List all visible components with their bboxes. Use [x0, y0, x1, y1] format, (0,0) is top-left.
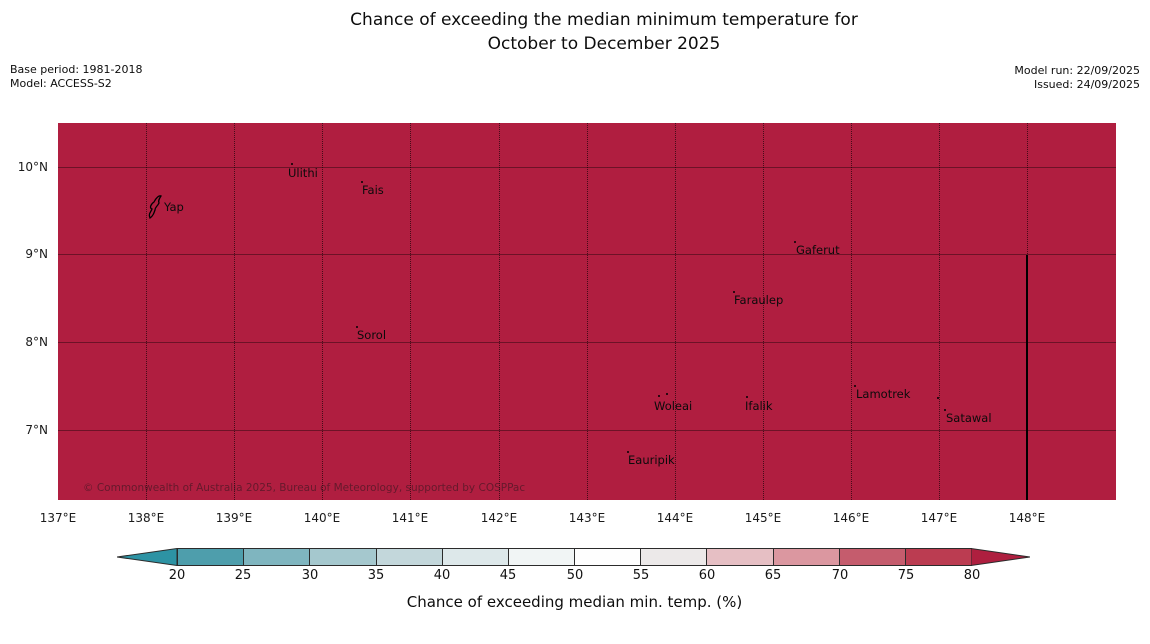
island-marker-dot	[937, 397, 939, 399]
place-label-ifalik: Ifalik	[745, 399, 773, 413]
x-axis-tick-label: 146°E	[832, 511, 870, 525]
island-marker-dot	[666, 393, 668, 395]
island-marker-dot	[627, 451, 629, 453]
x-axis-tick-label: 138°E	[127, 511, 165, 525]
longitude-gridline	[234, 123, 235, 500]
title-line-2: October to December 2025	[487, 34, 721, 54]
colorbar-segment-60	[707, 549, 774, 565]
place-label-gaferut: Gaferut	[796, 243, 840, 257]
place-label-fais: Fais	[362, 183, 384, 197]
x-axis-tick-label: 147°E	[920, 511, 958, 525]
x-axis-tick-label: 140°E	[303, 511, 341, 525]
model-text: Model: ACCESS-S2	[10, 77, 112, 90]
colorbar-label: Chance of exceeding median min. temp. (%…	[406, 593, 743, 611]
colorbar-segment-40	[442, 549, 509, 565]
place-label-yap: Yap	[164, 200, 184, 214]
colorbar-segment-20	[178, 549, 245, 565]
colorbar-tick-label: 60	[698, 568, 716, 583]
place-label-faraulep: Faraulep	[734, 293, 784, 307]
colorbar-segment-35	[376, 549, 443, 565]
x-axis-tick-label: 143°E	[568, 511, 606, 525]
x-axis-tick-label: 142°E	[480, 511, 518, 525]
island-marker-dot	[944, 409, 946, 411]
colorbar-tick-label: 20	[168, 568, 186, 583]
island-marker-dot	[746, 396, 748, 398]
y-axis-tick-label: 8°N	[25, 335, 48, 349]
colorbar-left-arrow	[117, 548, 177, 566]
colorbar-tick-label: 45	[499, 568, 517, 583]
island-marker-dot	[361, 181, 363, 183]
x-axis-tick-label: 145°E	[744, 511, 782, 525]
island-marker-dot	[794, 241, 796, 243]
colorbar-segment-70	[839, 549, 906, 565]
colorbar-tick-label: 40	[433, 568, 451, 583]
right-arrow-shape	[971, 548, 1030, 566]
colorbar-segment-75	[905, 549, 972, 565]
issued-text: Issued: 24/09/2025	[1033, 78, 1140, 91]
base-period-text: Base period: 1981-2018	[10, 63, 143, 76]
longitude-gridline	[146, 123, 147, 500]
colorbar-tick-label: 30	[301, 568, 319, 583]
left-arrow-shape	[117, 548, 177, 566]
colorbar	[177, 548, 972, 566]
longitude-gridline	[322, 123, 323, 500]
x-axis-tick-label: 139°E	[215, 511, 253, 525]
colorbar-tick-label: 55	[632, 568, 650, 583]
place-label-satawal: Satawal	[946, 411, 992, 425]
model-run-text: Model run: 22/09/2025	[1014, 64, 1140, 77]
colorbar-tick-label: 70	[831, 568, 849, 583]
longitude-gridline	[851, 123, 852, 500]
colorbar-segment-45	[508, 549, 576, 565]
longitude-gridline	[939, 123, 940, 500]
copyright-text: © Commonwealth of Australia 2025, Bureau…	[83, 482, 526, 494]
colorbar-right-arrow	[971, 548, 1030, 566]
x-axis-tick-label: 137°E	[39, 511, 77, 525]
colorbar-segment-55	[641, 549, 708, 565]
colorbar-segment-65	[773, 549, 840, 565]
y-axis-tick-label: 10°N	[17, 160, 48, 174]
colorbar-segment-25	[244, 549, 311, 565]
island-marker-dot	[356, 326, 358, 328]
figure-title: Chance of exceeding the median minimum t…	[58, 8, 1150, 56]
yap-island-icon	[148, 195, 162, 219]
place-label-lamotrek: Lamotrek	[856, 387, 911, 401]
island-marker-dot	[854, 385, 856, 387]
x-axis-tick-label: 144°E	[656, 511, 694, 525]
island-marker-dot	[733, 291, 735, 293]
island-marker-dot	[291, 163, 293, 165]
y-axis-tick-label: 7°N	[25, 423, 48, 437]
colorbar-segment-50	[575, 549, 642, 565]
colorbar-tick-label: 35	[367, 568, 385, 583]
map-area	[58, 123, 1116, 500]
longitude-gridline	[499, 123, 500, 500]
island-outline-yap	[146, 194, 164, 224]
longitude-gridline	[587, 123, 588, 500]
place-label-ulithi: Ulithi	[288, 166, 318, 180]
place-label-eauripik: Eauripik	[628, 453, 675, 467]
place-label-woleai: Woleai	[654, 399, 693, 413]
colorbar-segment-30	[310, 549, 377, 565]
longitude-gridline	[763, 123, 764, 500]
colorbar-tick-label: 80	[963, 568, 981, 583]
longitude-gridline	[675, 123, 676, 500]
meta-left: Base period: 1981-2018 Model: ACCESS-S2	[10, 63, 142, 91]
title-line-1: Chance of exceeding the median minimum t…	[350, 10, 858, 30]
y-axis-tick-label: 9°N	[25, 247, 48, 261]
colorbar-tick-label: 65	[764, 568, 782, 583]
colorbar-tick-label: 25	[234, 568, 252, 583]
x-axis-tick-label: 141°E	[391, 511, 429, 525]
region-boundary-line	[1026, 255, 1028, 500]
island-marker-dot	[658, 395, 660, 397]
x-axis-tick-label: 148°E	[1008, 511, 1046, 525]
longitude-gridline	[410, 123, 411, 500]
colorbar-tick-label: 50	[566, 568, 584, 583]
colorbar-tick-label: 75	[897, 568, 915, 583]
place-label-sorol: Sorol	[357, 328, 387, 342]
meta-right: Model run: 22/09/2025 Issued: 24/09/2025	[1014, 64, 1140, 92]
